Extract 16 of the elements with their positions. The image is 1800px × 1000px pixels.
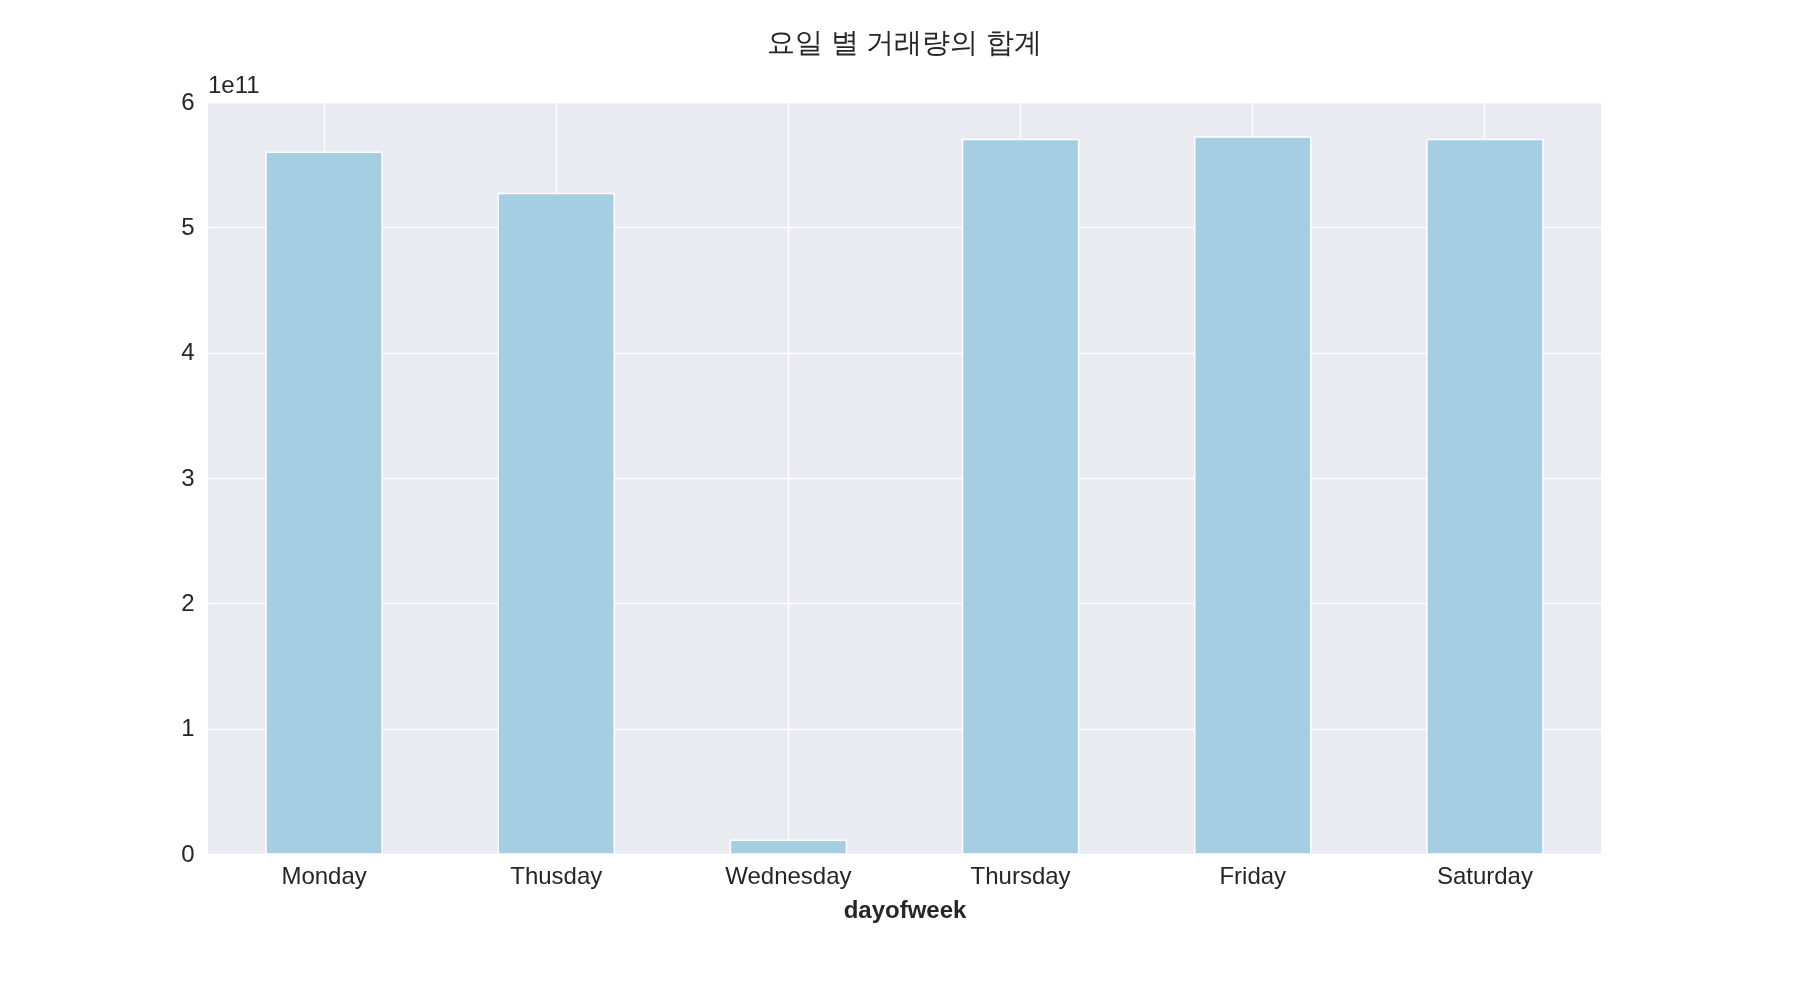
y-tick-label: 5 <box>181 212 195 240</box>
x-tick-label: Saturday <box>1436 861 1533 889</box>
chart-title: 요일 별 거래량의 합계 <box>766 27 1043 58</box>
x-tick-label: Thusday <box>510 861 603 889</box>
y-tick-label: 0 <box>181 839 195 867</box>
y-tick-label: 4 <box>181 338 195 366</box>
x-tick-label: Monday <box>281 861 367 889</box>
y-tick-label: 3 <box>181 463 195 491</box>
x-tick-label: Thursday <box>970 861 1071 889</box>
y-tick-label: 1 <box>181 714 195 742</box>
x-tick-label: Wednesday <box>725 861 852 889</box>
y-tick-label: 2 <box>181 588 195 616</box>
x-axis-title: dayofweek <box>843 895 968 923</box>
x-tick-label: Friday <box>1219 861 1287 889</box>
text: 1e11 <box>208 71 260 98</box>
y-tick-label: 6 <box>181 87 195 115</box>
